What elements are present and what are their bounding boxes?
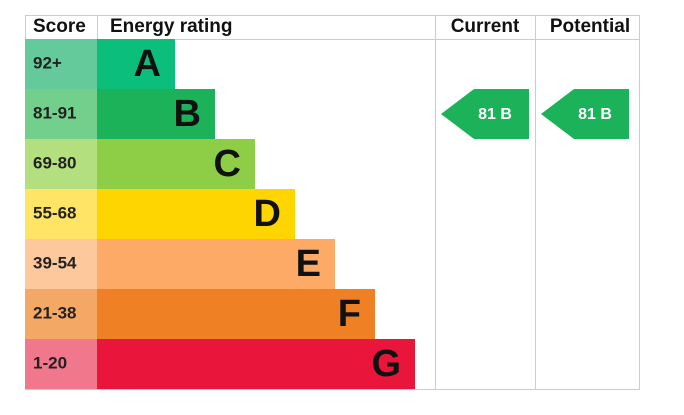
score-cell: [25, 89, 97, 139]
score-range: 81-91: [33, 103, 76, 122]
rating-bar: [97, 339, 415, 389]
rating-letter: E: [296, 243, 321, 285]
score-cell: [25, 139, 97, 189]
score-cell: [25, 339, 97, 389]
rating-bar: [97, 139, 255, 189]
rating-bar: [97, 189, 295, 239]
score-range: 39-54: [33, 253, 77, 272]
rating-bar: [97, 89, 215, 139]
score-range: 21-38: [33, 303, 76, 322]
potential-label: 81 B: [578, 106, 612, 123]
current-header: Current: [451, 16, 520, 37]
score-range: 1-20: [33, 353, 67, 372]
rating-letter: B: [174, 93, 201, 135]
rating-letter: F: [338, 293, 361, 335]
rating-bar: [97, 39, 175, 89]
score-cell: [25, 239, 97, 289]
score-cell: [25, 189, 97, 239]
rating-letter: D: [254, 193, 281, 235]
rating-letter: C: [214, 143, 241, 185]
score-cell: [25, 39, 97, 89]
score-range: 55-68: [33, 203, 76, 222]
rating-header: Energy rating: [110, 16, 232, 37]
potential-header: Potential: [550, 16, 630, 37]
current-arrow: [441, 89, 529, 139]
rating-bar: [97, 289, 375, 339]
rating-bar: [97, 239, 335, 289]
rating-letter: G: [371, 343, 401, 385]
rating-letter: A: [134, 43, 161, 85]
score-range: 69-80: [33, 153, 76, 172]
score-header: Score: [33, 16, 86, 37]
current-label: 81 B: [478, 106, 512, 123]
potential-arrow: [541, 89, 629, 139]
score-cell: [25, 289, 97, 339]
score-range: 92+: [33, 53, 62, 72]
